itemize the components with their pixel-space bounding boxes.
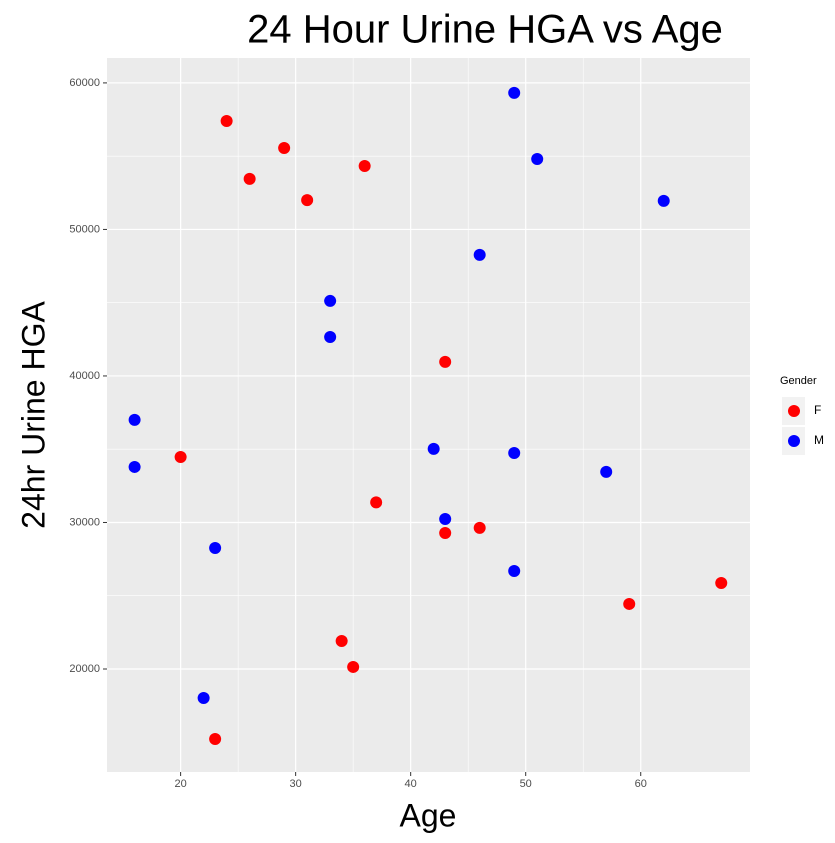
point [209, 541, 222, 554]
y-tick-label: 40000 [69, 370, 100, 382]
point [347, 660, 360, 673]
point [335, 635, 348, 648]
x-tick-label: 40 [405, 778, 417, 790]
point [243, 172, 256, 185]
y-tick-label: 30000 [69, 516, 100, 528]
point [531, 152, 544, 165]
point [358, 159, 371, 172]
legend-label: F [814, 403, 821, 417]
point [128, 413, 141, 426]
point [301, 194, 314, 207]
point [439, 527, 452, 540]
legend-title: Gender [780, 375, 817, 387]
x-tick-label: 20 [174, 778, 186, 790]
y-tick-label: 50000 [69, 223, 100, 235]
legend-marker [788, 405, 800, 417]
point [128, 460, 141, 473]
point [508, 447, 521, 460]
point [473, 521, 486, 534]
legend-marker [788, 435, 800, 447]
point [278, 141, 291, 154]
point [508, 564, 521, 577]
point [324, 294, 337, 307]
x-tick-label: 50 [520, 778, 532, 790]
point [715, 576, 728, 589]
y-tick-label: 60000 [69, 77, 100, 89]
point [508, 86, 521, 99]
point [174, 450, 187, 463]
point [623, 597, 636, 610]
point [197, 692, 210, 705]
point [427, 442, 440, 455]
point [473, 248, 486, 261]
point [439, 512, 452, 525]
point [370, 496, 383, 509]
x-tick-label: 60 [635, 778, 647, 790]
y-axis-label: 24hr Urine HGA [15, 301, 51, 529]
point [657, 194, 670, 207]
y-tick-label: 20000 [69, 663, 100, 675]
point [220, 115, 233, 128]
legend-label: M [814, 433, 824, 447]
chart-title: 24 Hour Urine HGA vs Age [247, 8, 723, 52]
point [209, 733, 222, 746]
panel [107, 58, 750, 772]
point [324, 330, 337, 343]
x-tick-label: 30 [290, 778, 302, 790]
x-axis-label: Age [400, 797, 457, 833]
point [439, 355, 452, 368]
point [600, 465, 613, 478]
